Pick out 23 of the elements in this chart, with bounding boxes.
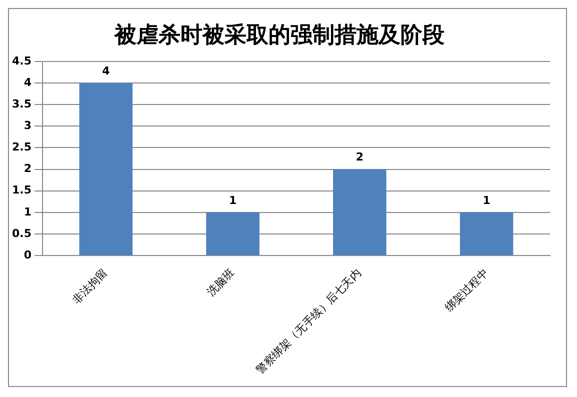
- data-label: 4: [102, 64, 110, 78]
- y-tick-label: 0.5: [12, 226, 32, 240]
- data-label: 2: [356, 150, 364, 164]
- y-tick-label: 1: [24, 205, 32, 218]
- y-tick-label: 0: [24, 248, 32, 262]
- y-tick-label: 2.5: [12, 140, 32, 154]
- bar: [460, 212, 514, 256]
- data-label: 1: [482, 194, 490, 207]
- data-label: 1: [228, 194, 237, 207]
- y-tick-label: 1.5: [12, 184, 32, 197]
- x-tick-label: 洗脑班: [204, 266, 237, 299]
- bar: [333, 169, 386, 256]
- chart-title: 被虐杀时被采取的强制措施及阶段: [114, 22, 446, 48]
- y-tick-label: 2: [24, 162, 32, 176]
- y-tick-label: 4.5: [12, 54, 32, 68]
- bar: [206, 212, 260, 256]
- y-tick-label: 4: [24, 76, 32, 89]
- y-tick-label: 3.5: [12, 97, 32, 110]
- y-tick-label: 3: [24, 118, 32, 132]
- x-tick-label: 警察绑架（无手续）后七天内: [254, 266, 364, 376]
- x-tick-label: 非法拘留: [70, 266, 110, 306]
- x-tick-label: 绑架过程中: [442, 266, 491, 314]
- bar: [79, 82, 133, 256]
